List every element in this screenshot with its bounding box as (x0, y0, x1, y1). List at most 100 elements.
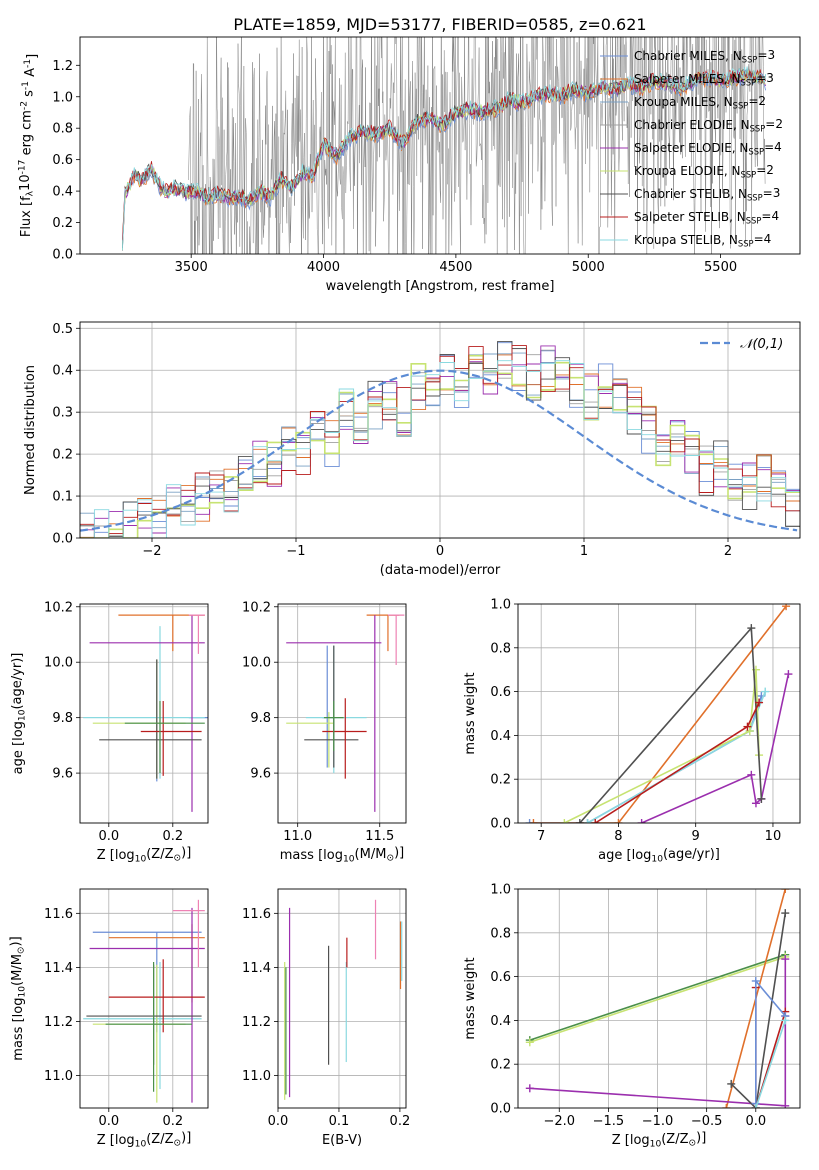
figure-title: PLATE=1859, MJD=53177, FIBERID=0585, z=0… (233, 15, 646, 34)
plot-area (83, 899, 205, 1103)
y-tick-label: 0.3 (52, 406, 73, 421)
error-bar (366, 614, 400, 652)
error-bar (92, 964, 186, 1103)
legend-label: 𝒩(0,1) (740, 337, 783, 352)
x-tick-label: 0.0 (745, 1114, 766, 1129)
legend-label: Chabrier STELIB, NSSP​=3 (634, 186, 780, 203)
y-tick-label: 11.0 (242, 1069, 271, 1084)
x-tick-label: −2 (142, 544, 161, 559)
axes-frame (79, 603, 209, 824)
residuals-panel: −2 −1 0 1 2 0.0 0.1 0.2 0.3 0.4 0.5 (data-model)/er… (23, 321, 801, 578)
x-axis-label: (data-model)/error (380, 563, 501, 578)
weight-marker (529, 819, 538, 823)
age-vs-metallicity-panel: 0.0 0.2 9.6 9.8 10.0 10.2 Z [log10​(Z/Z⊙​)] age… (10, 600, 209, 865)
x-tick-label: 0.2 (390, 1114, 411, 1129)
x-tick-label: 0.2 (162, 1114, 183, 1129)
legend-label: Chabrier ELODIE, NSSP​=2 (634, 117, 783, 134)
y-axis-label: Normed distribution (23, 365, 38, 495)
x-tick-label: 4000 (307, 260, 340, 275)
x-tick-label: 9 (692, 829, 700, 844)
x-tick-label: 1 (580, 544, 588, 559)
x-tick-label: −2.0 (543, 1114, 575, 1129)
y-tick-label: 0.6 (490, 970, 511, 985)
y-axis-label: mass [log10​(M/M⊙​)] (9, 936, 28, 1060)
y-tick-label: 11.6 (44, 907, 73, 922)
weight-marker (751, 976, 760, 985)
weight-line (529, 953, 786, 1041)
y-tick-label: 11.2 (44, 1015, 73, 1030)
weight-marker (525, 1084, 534, 1093)
x-tick-label: 11.5 (365, 829, 394, 844)
y-tick-label: 9.8 (52, 711, 73, 726)
weight-marker (784, 670, 793, 679)
axes-frame (517, 888, 801, 1109)
y-axis-label: age [log10​(age/yr)] (10, 653, 28, 775)
model-spectrum (122, 69, 766, 246)
weight-line (587, 691, 766, 823)
mass-weight-vs-metallicity-panel: −2.0 −1.5 −1.0 −0.5 0.0 0.0 0.2 0.4 0.6 0.8 1.0 Z [… (463, 883, 801, 1150)
y-tick-label: 0.8 (490, 641, 511, 656)
error-bar (188, 614, 205, 654)
legend-label: Salpeter STELIB, NSSP​=4 (634, 209, 779, 226)
error-bar (305, 645, 367, 774)
y-axis-label: mass weight (463, 672, 478, 754)
error-bar (304, 645, 359, 768)
weight-marker (591, 819, 600, 823)
weight-marker (781, 1101, 790, 1108)
y-tick-label: 0.5 (52, 322, 73, 337)
x-tick-label: −1.0 (642, 1114, 674, 1129)
grid (80, 889, 208, 1108)
x-axis-label: E(B-V) (322, 1133, 362, 1148)
weight-marker (743, 722, 752, 731)
x-tick-label: 8 (614, 829, 622, 844)
weight-line (529, 695, 763, 823)
y-tick-label: 0.6 (52, 153, 73, 168)
x-tick-label: 4500 (439, 260, 472, 275)
x-tick-label: 10 (765, 829, 782, 844)
ticks: 3500 4000 4500 5000 5500 0.0 0.2 0.4 0.6 0.8 1.0 1.… (52, 59, 737, 275)
weight-marker (761, 687, 770, 696)
plot-area (525, 889, 790, 1108)
y-tick-label: 0.4 (490, 1014, 511, 1029)
error-bar (387, 614, 405, 665)
grid (80, 604, 208, 823)
y-axis-label: Flux [fλ​10-17​ erg cm-2​ s-1​ A-1​] (18, 54, 40, 237)
axes-frame (277, 603, 407, 824)
weight-marker (583, 819, 592, 823)
error-bar (83, 962, 202, 1090)
y-tick-label: 0.2 (52, 448, 73, 463)
axes-frame (79, 888, 209, 1109)
ticks: −2.0 −1.5 −1.0 −0.5 0.0 0.0 0.2 0.4 0.6 0.8 1.0 (490, 883, 766, 1130)
ticks: 7 8 9 10 0.0 0.2 0.4 0.6 0.8 1.0 (490, 598, 781, 845)
grid (278, 604, 406, 823)
x-tick-label: 5000 (572, 260, 605, 275)
y-tick-label: 11.6 (242, 907, 271, 922)
y-tick-label: 10.0 (242, 656, 271, 671)
error-bar (286, 615, 382, 812)
y-tick-label: 0.0 (52, 248, 73, 263)
gaussian-curve (80, 369, 798, 532)
error-bar (105, 962, 192, 1092)
x-tick-label: 0 (436, 544, 444, 559)
weight-line (730, 912, 787, 1108)
weight-line (529, 959, 787, 1107)
error-bar (83, 626, 205, 779)
weight-line (529, 956, 786, 1044)
ticks: 0.0 0.1 0.2 11.0 11.2 11.4 11.6 (242, 907, 410, 1129)
x-axis-label: Z [log10​(Z/Z⊙​)] (97, 846, 192, 865)
y-tick-label: 1.0 (490, 883, 511, 898)
weight-marker (747, 770, 756, 779)
y-tick-label: 10.0 (44, 656, 73, 671)
model-spectrum (122, 69, 766, 240)
mass-vs-extinction-panel: 0.0 0.1 0.2 11.0 11.2 11.4 11.6 E(B-V) (242, 888, 410, 1148)
legend-label: Salpeter MILES, NSSP​=3 (634, 71, 774, 88)
error-bar (322, 698, 367, 779)
y-tick-label: 0.0 (52, 532, 73, 547)
legend: Chabrier MILES, NSSP​=3 Salpeter MILES, N… (600, 48, 783, 249)
x-tick-label: −1.5 (593, 1114, 625, 1129)
error-bar (140, 701, 202, 776)
weight-marker (781, 955, 790, 964)
plot-area (525, 604, 793, 823)
weight-marker (781, 889, 790, 893)
x-tick-label: 11.0 (283, 829, 312, 844)
